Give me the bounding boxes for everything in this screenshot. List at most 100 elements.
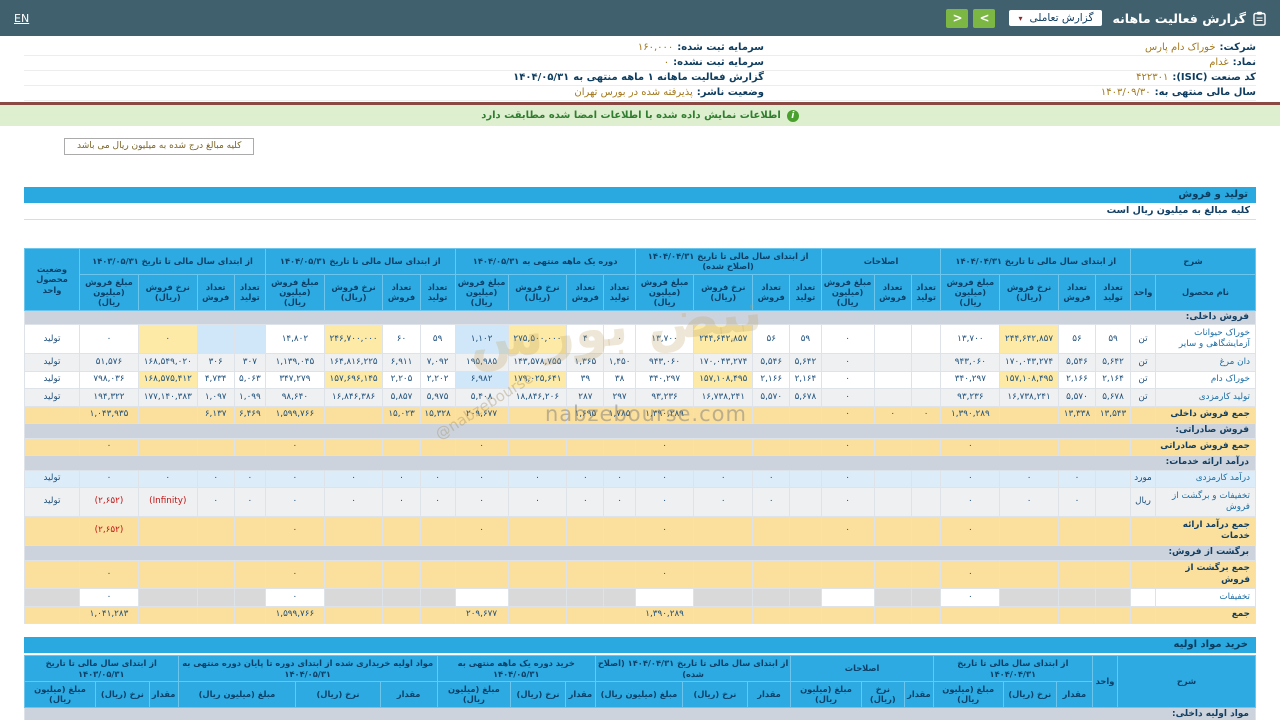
table-cell [1130,559,1156,590]
isic-label: کد صنعت (ISIC): [1172,72,1256,83]
section-bar-production-sales: تولید و فروش [24,187,1256,203]
table-cell [910,353,942,372]
table-cell: ۶,۴۶۹ [233,405,267,425]
table-cell: ۶۰ [382,324,421,355]
table-cell [999,559,1059,590]
column-header: مبلغ فروش (میلیون ریال) [79,273,139,311]
table-cell: ۰ [910,405,942,425]
product-name-cell: خوراک حیوانات آزمایشگاهی و سایر [1155,324,1256,355]
table-cell: ۵۶ [1057,324,1097,355]
table-cell [233,588,267,607]
table-cell [233,324,267,355]
table-cell: تولید [24,388,80,407]
report-period-value: ۱۴۰۴/۰۵/۳۱ [513,72,570,83]
column-group-header: خرید دوره یک ماهه منتهی به ۱۴۰۴/۰۵/۳۱ [436,655,596,683]
table-cell: ۰ [137,324,198,355]
table-cell [693,437,754,457]
table-cell [507,516,568,546]
table-cell [752,516,791,546]
table-cell: ۱۵,۰۲۳ [382,405,421,425]
table-cell: ۱,۴۵۰ [603,353,636,372]
language-toggle-en[interactable]: EN [14,11,30,25]
fiscal-year-value: ۱۴۰۳/۰۹/۳۰ [1100,87,1151,98]
section-row: برگشت از فروش: [24,544,1256,561]
table-cell: ۱۶,۸۴۶,۳۸۶ [323,388,384,407]
column-group-header: واحد [1092,655,1118,708]
product-name-cell: تخفیفات و برگشت از فروش [1155,487,1256,518]
table-cell [873,437,912,457]
table-cell [752,405,791,425]
table-cell: ۵,۸۵۷ [382,388,421,407]
column-header: مبلغ (میلیون ریال) [177,681,297,708]
table-cell: ۰ [940,588,1001,607]
table-cell: ۳۴۰,۲۹۷ [634,370,695,390]
raw-materials-table: شرح واحد از ابتدای سال مالی تا تاریخ ۱۴۰۴/… [23,655,1256,720]
table-cell: ۰ [419,487,456,518]
table-cell: ۱۵,۳۲۸ [419,405,456,425]
table-cell [873,353,912,372]
table-cell: ۰ [265,516,325,546]
column-header: تعداد فروش [566,273,605,311]
table-cell [419,588,456,607]
table-cell: ۱,۵۹۹,۷۶۶ [265,405,325,425]
table-cell [693,605,754,625]
table-cell [873,469,912,489]
table-cell: ۵,۶۷۸ [1095,388,1131,407]
table-cell [1095,605,1131,625]
table-cell [24,605,80,625]
table-cell: ۵,۶۴۲ [789,353,822,372]
section-row: درآمد ارائه خدمات: [24,455,1256,471]
column-header: مبلغ (میلیون ریال) [436,681,511,708]
column-header: نرخ فروش (ریال) [137,273,198,311]
table-cell: ۰ [566,487,605,518]
table-cell [507,405,568,425]
table-cell [196,516,235,546]
table-cell [507,559,568,590]
report-type-label: گزارش تعاملی [1029,12,1094,24]
table-cell: ۹۳,۲۳۶ [940,388,1001,407]
product-name-cell: خوراک دام [1155,370,1256,390]
table-cell: ۱۳,۳۳۸ [1057,405,1097,425]
table-cell [1095,588,1131,607]
column-header: نرخ (ریال) [295,681,381,708]
table-cell [634,588,695,607]
table-cell: ۹۸,۶۴۰ [265,388,325,407]
nav-forward-button[interactable]: > [973,8,996,28]
note-row: کلیه مبالغ درج شده به میلیون ریال می باش… [0,126,1280,155]
company-info-section: شرکت:خوراک دام پارس نماد:غدام کد صنعت (I… [0,36,1280,101]
table-cell [693,588,754,607]
table-cell [873,588,912,607]
table-cell: ۰ [603,487,636,518]
table-cell: ۰ [233,487,267,518]
table-cell [789,405,822,425]
table-cell: ۰ [820,437,875,457]
table-cell [603,588,636,607]
table-cell: ۵,۵۴۶ [752,353,791,372]
nav-back-button[interactable]: < [946,8,969,28]
table-cell: ۱,۱۰۲ [454,324,509,355]
report-type-dropdown[interactable]: گزارش تعاملی ▾ [1009,10,1103,26]
table-cell [419,605,456,625]
column-header: تعداد فروش [196,273,235,311]
table-cell: ۵,۵۷۰ [752,388,791,407]
column-header: مبلغ (میلیون ریال) [790,681,862,708]
table-cell: ۱۷۷,۱۴۰,۳۸۳ [137,388,198,407]
section-label-cell: مواد اولیه داخلی: [24,706,1256,720]
section-label-cell: درآمد ارائه خدمات: [24,455,1256,471]
table-cell: ۵,۹۷۵ [419,388,456,407]
table-cell: ۱,۷۸۵ [603,405,636,425]
column-header: تعداد تولید [1095,273,1131,311]
table-cell [999,588,1059,607]
table-cell [507,588,568,607]
table-cell: ۱۷۰,۰۴۳,۲۷۴ [999,353,1059,372]
column-group-header: اصلاحات [790,655,934,683]
table-cell: ۴ [566,324,605,355]
table-cell: ۵۹ [419,324,456,355]
column-group-header: از ابتدای سال مالی تا تاریخ ۱۴۰۴/۰۴/۳۱ [932,655,1094,683]
info-row-report-period: گزارش فعالیت ماهانه ۱ ماهه منتهی به۱۴۰۴/… [24,71,764,86]
table-cell [789,487,822,518]
table-cell: ۰ [566,469,605,489]
table-cell: ۲,۱۶۶ [1057,370,1097,390]
column-header: نرخ فروش (ریال) [693,273,754,311]
table-cell: ۰ [820,516,875,546]
